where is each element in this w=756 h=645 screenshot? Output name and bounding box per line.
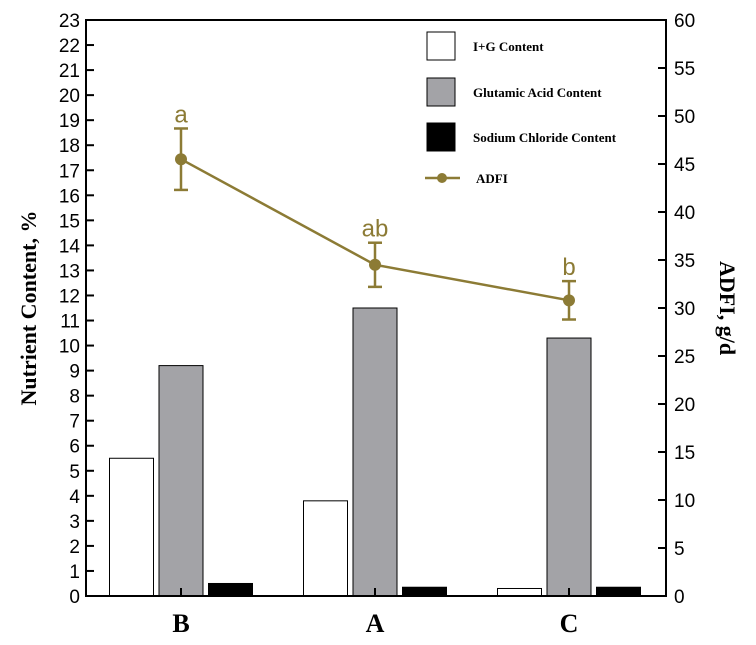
y-tick-label: 10 — [59, 337, 80, 358]
y2-tick-label: 20 — [674, 395, 695, 416]
y-tick-label: 7 — [69, 412, 80, 433]
adfi-point-a — [369, 258, 381, 271]
y2-tick-label: 5 — [674, 539, 685, 560]
bar-i-g-content-a — [303, 500, 348, 597]
adfi-line-layer: a ab b — [174, 101, 576, 321]
y-tick-label: 3 — [69, 512, 80, 533]
bar-glutamic-acid-content-c — [546, 337, 592, 597]
y2-tick-label: 50 — [674, 107, 695, 128]
bar-i-g-content-b — [109, 457, 154, 597]
legend-swatch — [426, 31, 456, 61]
y2-tick-label: 30 — [674, 299, 695, 320]
y2-tick-label: 0 — [674, 587, 685, 608]
y-tick-label: 0 — [69, 587, 80, 608]
legend-label: I+G Content — [473, 39, 544, 54]
y2-tick-label: 55 — [674, 59, 695, 80]
y-tick-label: 2 — [69, 537, 80, 558]
legend-label: Glutamic Acid Content — [473, 85, 602, 100]
legend-label: ADFI — [476, 171, 508, 186]
y-tick-label: 23 — [59, 11, 80, 32]
y2-tick-label: 45 — [674, 155, 695, 176]
y-tick-label: 9 — [69, 362, 80, 383]
bar-sodium-chloride-content-b — [208, 582, 253, 597]
y-tick-label: 11 — [60, 312, 80, 333]
y-tick-label: 13 — [59, 261, 80, 282]
y-tick-label: 1 — [69, 562, 80, 583]
y-tick-label: 19 — [59, 111, 80, 132]
legend-marker — [437, 173, 447, 183]
legend-swatch — [426, 77, 456, 107]
y-tick-label: 8 — [69, 387, 80, 408]
significance-label: ab — [362, 216, 389, 243]
bars-layer — [109, 307, 641, 597]
y-tick-label: 18 — [59, 136, 80, 157]
significance-label: a — [174, 101, 188, 128]
legend: I+G Content Glutamic Acid Content Sodium C… — [425, 31, 617, 186]
y2-axis-title: ADFI, g/d — [715, 261, 740, 355]
bar-sodium-chloride-content-c — [596, 586, 641, 597]
y-tick-label: 21 — [59, 61, 80, 82]
adfi-point-b — [175, 153, 187, 166]
y2-tick-label: 40 — [674, 203, 695, 224]
y-tick-label: 16 — [59, 186, 80, 207]
significance-label: b — [562, 254, 575, 281]
bar-glutamic-acid-content-a — [352, 307, 398, 597]
y-tick-label: 22 — [59, 36, 80, 57]
y-tick-label: 6 — [69, 437, 80, 458]
y-tick-label: 14 — [59, 236, 81, 257]
y-tick-label: 5 — [69, 462, 80, 483]
x-tick-label-c: C — [560, 609, 579, 638]
y-tick-label: 15 — [59, 211, 80, 232]
y-axis-title: Nutrient Content, % — [16, 211, 41, 406]
y-tick-label: 4 — [69, 487, 80, 508]
bar-i-g-content-c — [497, 587, 542, 597]
x-tick-label-a: A — [366, 609, 385, 638]
legend-swatch — [426, 122, 456, 152]
y-tick-label: 12 — [59, 286, 80, 307]
right-axis: 0 5 10 15 20 25 30 35 40 45 50 55 60 — [658, 11, 695, 608]
y2-tick-label: 35 — [674, 251, 695, 272]
bar-sodium-chloride-content-a — [402, 586, 447, 597]
y2-tick-label: 15 — [674, 443, 695, 464]
y-tick-label: 20 — [59, 86, 80, 107]
y2-tick-label: 25 — [674, 347, 695, 368]
y-tick-label: 17 — [59, 161, 80, 182]
bar-glutamic-acid-content-b — [158, 365, 204, 597]
legend-label: Sodium Chloride Content — [473, 130, 617, 145]
x-tick-label-b: B — [172, 609, 189, 638]
adfi-point-c — [563, 294, 575, 307]
y2-tick-label: 10 — [674, 491, 695, 512]
y2-tick-label: 60 — [674, 11, 695, 32]
